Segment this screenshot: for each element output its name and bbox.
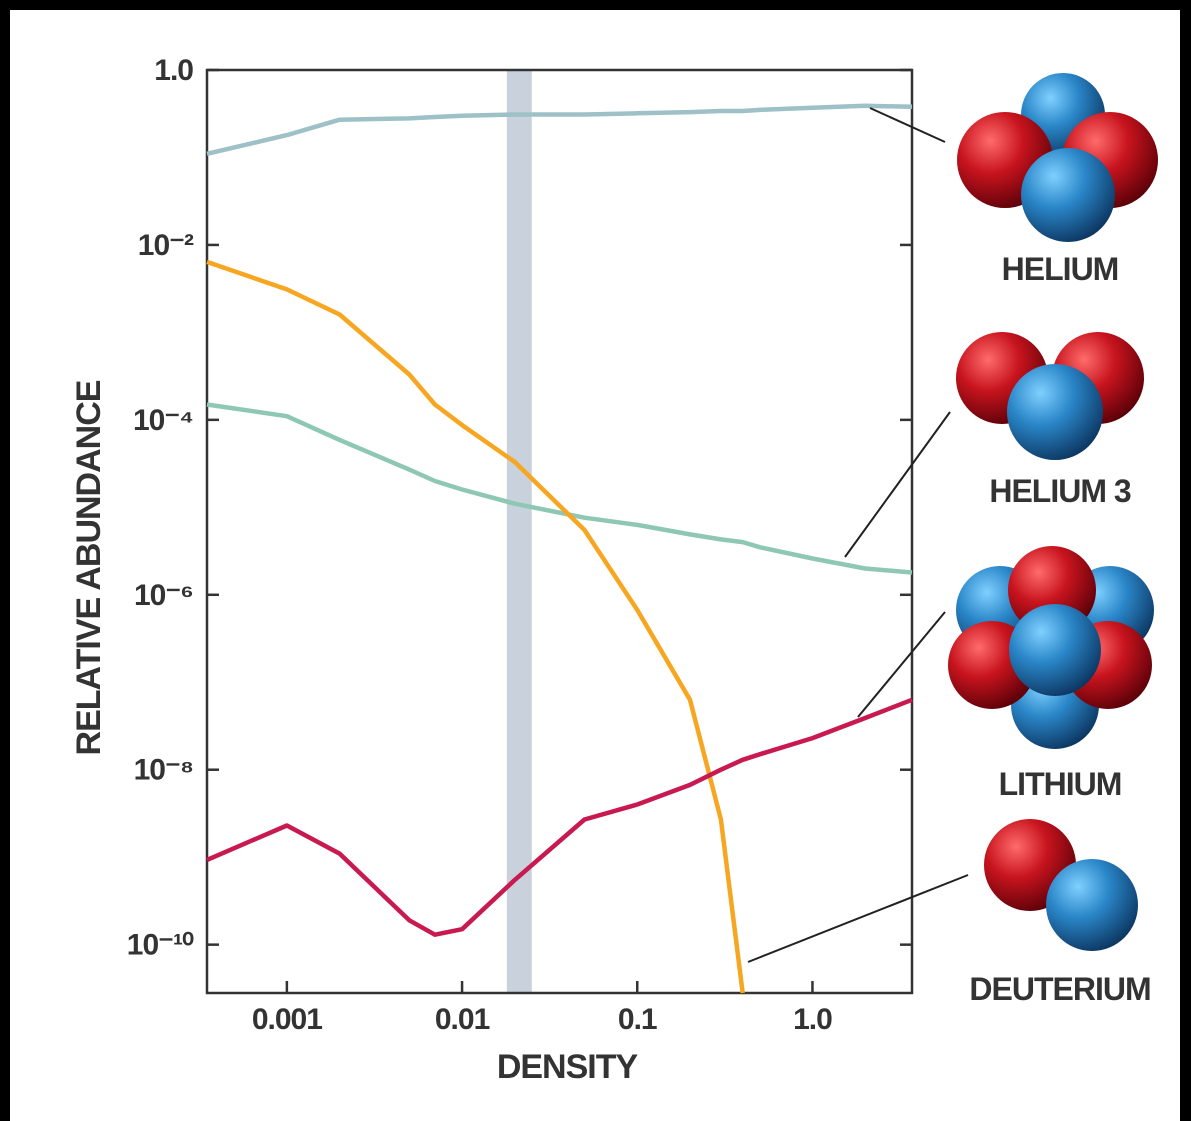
atom-sphere xyxy=(1009,604,1101,696)
atom-sphere xyxy=(1046,859,1138,951)
x-axis-label: DENSITY xyxy=(497,1048,639,1086)
atom-label: DEUTERIUM xyxy=(969,971,1150,1007)
leader-line xyxy=(857,611,946,718)
series-line xyxy=(206,402,913,575)
x-tick-label: 0.1 xyxy=(618,1003,657,1036)
y-tick-label: 10⁻¹⁰ xyxy=(127,929,194,962)
y-tick-label: 10⁻⁴ xyxy=(133,404,193,437)
x-tick-label: 0.001 xyxy=(252,1003,322,1036)
series-line xyxy=(206,103,913,156)
series-line xyxy=(206,259,745,994)
y-tick-label: 10⁻⁸ xyxy=(134,754,193,787)
atom-sphere xyxy=(1007,364,1103,460)
y-axis-label: RELATIVE ABUNDANCE xyxy=(70,380,108,755)
leader-line xyxy=(844,411,951,558)
series-line xyxy=(206,697,913,937)
atom-label: HELIUM 3 xyxy=(989,473,1131,509)
atom-illustrations xyxy=(948,73,1158,951)
shaded-band xyxy=(506,70,532,993)
atom-sphere xyxy=(1021,148,1115,242)
leader-line xyxy=(869,107,946,143)
leader-lines xyxy=(747,107,969,963)
plot-frame xyxy=(205,68,914,995)
y-tick-label: 1.0 xyxy=(154,54,193,87)
y-tick-label: 10⁻⁶ xyxy=(134,579,193,612)
x-tick-label: 1.0 xyxy=(793,1003,832,1036)
leader-line xyxy=(747,874,969,963)
y-tick-label: 10⁻² xyxy=(138,229,194,262)
atom-label: LITHIUM xyxy=(999,766,1122,802)
x-tick-label: 0.01 xyxy=(435,1003,490,1036)
atom-label: HELIUM xyxy=(1002,251,1119,287)
